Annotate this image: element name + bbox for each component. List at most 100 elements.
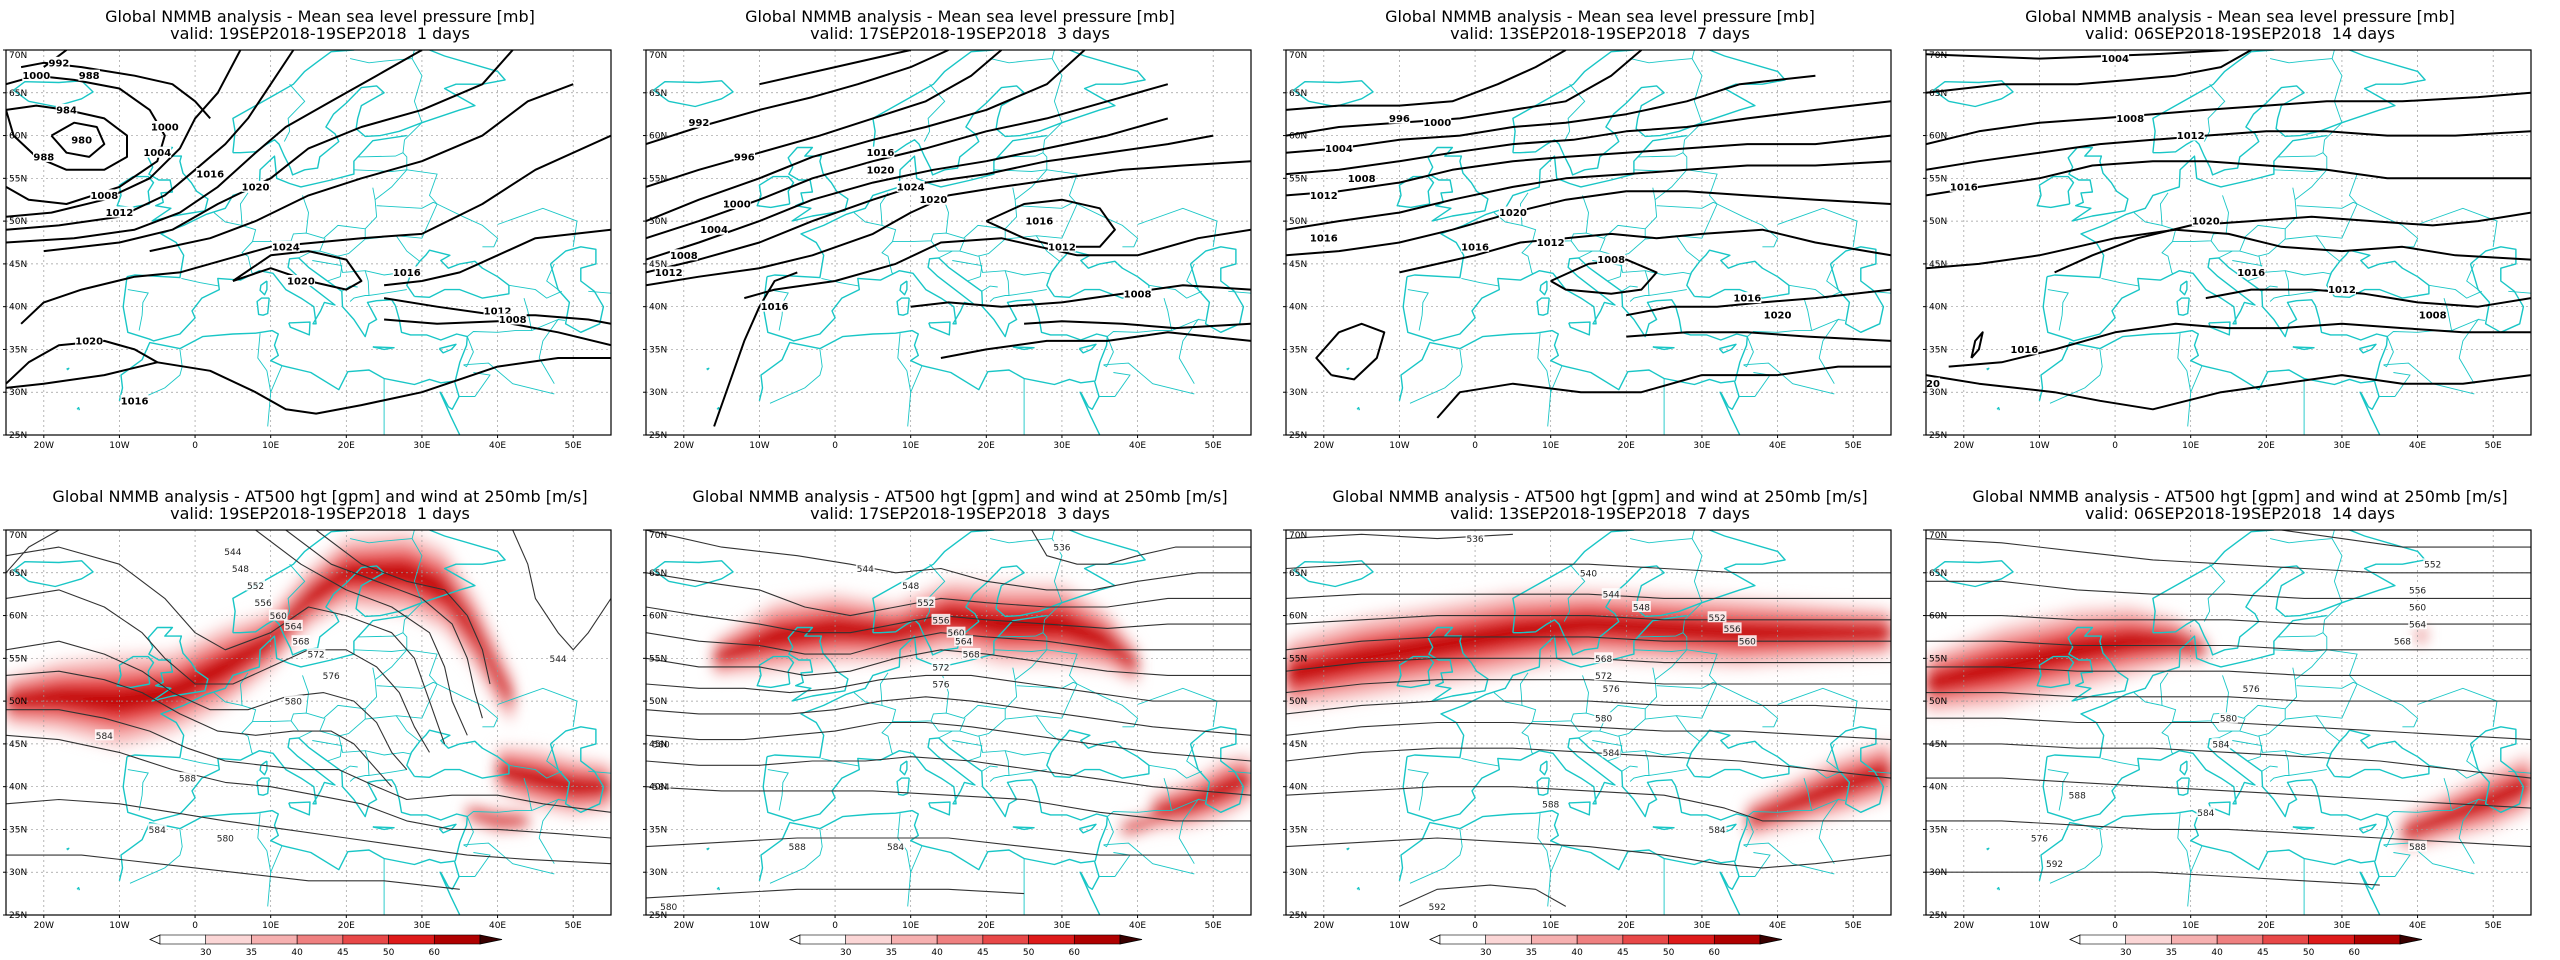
lat-label: 60N [649, 132, 667, 142]
isobar-line [1926, 228, 2531, 270]
contour-label-bg [1123, 287, 1152, 299]
country-border [879, 672, 889, 706]
country-border [2466, 743, 2479, 770]
isobar-line [1970, 331, 1984, 359]
isobar-line [759, 50, 911, 86]
lon-label: 20E [2258, 441, 2275, 451]
country-border [989, 295, 1009, 302]
contour-label: 1020 [1764, 311, 1792, 322]
contour-label: 1012 [484, 306, 512, 317]
colorbar-swatch [159, 934, 207, 945]
coastline [232, 530, 506, 656]
country-border [923, 83, 946, 142]
country-border [302, 195, 309, 234]
lon-label: 40E [1769, 921, 1786, 931]
country-border [1148, 764, 1202, 779]
lat-label: 50N [1929, 217, 1947, 227]
height-contour-line [6, 670, 393, 788]
contour-label: 1012 [1537, 238, 1565, 249]
coastlines [1932, 50, 2531, 435]
lat-label: 65N [9, 89, 27, 99]
colorbar-low-end [1429, 934, 1441, 945]
country-border [1637, 632, 1684, 638]
coastlines [652, 50, 1251, 435]
height-contours [646, 530, 1251, 899]
colorbar-swatch [1439, 934, 1487, 945]
country-border [2383, 816, 2394, 848]
colorbar-swatch [982, 934, 1029, 945]
lat-label: 55N [9, 654, 27, 664]
isobar-line [744, 228, 1251, 300]
panel-title: Global NMMB analysis - Mean sea level pr… [105, 7, 535, 26]
isobar-line [1286, 100, 1891, 176]
country-border [349, 775, 369, 782]
coastline [439, 860, 461, 915]
contour-label-bg [1601, 588, 1621, 600]
contour-label-bg [2423, 558, 2443, 570]
country-border [127, 289, 149, 331]
lat-label: 35N [1929, 345, 1947, 355]
country-border [989, 775, 1009, 782]
country-border [353, 169, 407, 172]
lat-label: 50N [649, 217, 667, 227]
country-border [1656, 681, 1718, 719]
coastline [756, 655, 795, 689]
country-border [1461, 277, 1500, 287]
lon-label: 10W [1389, 441, 1409, 451]
lat-label: 55N [1289, 654, 1307, 664]
coastline [652, 80, 734, 108]
contour-label-bg [1047, 240, 1076, 252]
contour-label-bg [733, 150, 756, 162]
colorbar-tick-label: 30 [200, 948, 212, 958]
colorbar-tick-label: 50 [383, 948, 395, 958]
lon-label: 0 [832, 441, 838, 451]
contour-label-bg [55, 103, 78, 115]
contour-label: 1012 [2328, 285, 2356, 296]
colorbar-tick-label: 45 [2257, 948, 2268, 958]
country-border [1099, 852, 1131, 877]
country-border [1599, 228, 1646, 257]
coastline [406, 729, 510, 779]
contour-label: 584 [2212, 740, 2229, 750]
contour-label-bg [178, 772, 197, 784]
coastline [1568, 801, 1591, 816]
country-border [181, 277, 220, 287]
isobar-line [940, 331, 1251, 359]
country-border [252, 667, 378, 723]
country-border [1803, 777, 1813, 811]
coastline [439, 380, 461, 435]
colorbar-swatch [2171, 934, 2218, 945]
country-border [546, 263, 559, 290]
coastline [1079, 380, 1101, 435]
lon-label: 10W [109, 921, 129, 931]
country-border [558, 799, 565, 801]
contour-label: 588 [2069, 792, 2086, 802]
contour-label-bg [1052, 541, 1072, 553]
country-border [1163, 297, 1173, 331]
contour-label: 572 [307, 651, 324, 661]
contour-label-bg [2241, 682, 2261, 694]
coastline [2359, 380, 2381, 435]
lat-label: 40N [1929, 303, 1947, 313]
contour-label: 580 [653, 740, 670, 750]
contour-label: 588 [789, 843, 806, 853]
isobar-line [646, 134, 1214, 274]
lat-label: 30N [1929, 388, 1947, 398]
lat-label: 55N [649, 654, 667, 664]
coastline [1079, 860, 1101, 915]
contour-label: 584 [96, 732, 113, 742]
contour-label: 1020 [287, 277, 315, 288]
contour-label: 592 [2046, 860, 2063, 870]
lat-label: 50N [9, 217, 27, 227]
lon-label: 20W [674, 441, 694, 451]
lat-label: 60N [9, 612, 27, 622]
contour-label-bg [760, 300, 789, 312]
contour-label-bg [866, 163, 895, 175]
colorbar-low-end [2069, 934, 2081, 945]
coastline [1932, 80, 2014, 108]
coastline [12, 560, 94, 588]
contour-label: 544 [857, 565, 874, 575]
coastlines [12, 50, 611, 435]
contour-label-bg [1737, 635, 1757, 647]
lat-label: 30N [649, 388, 667, 398]
